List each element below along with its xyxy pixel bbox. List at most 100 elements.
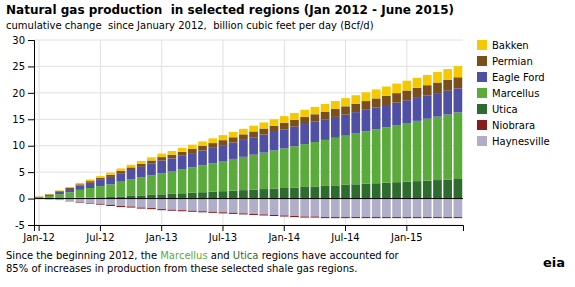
bar [362, 199, 371, 218]
annotation-part: Since the beginning 2012, the [6, 250, 160, 261]
y-tick-mark [28, 119, 34, 120]
bar [106, 175, 115, 177]
bar [65, 187, 74, 188]
annotation-logo: eia [543, 255, 565, 270]
legend-label: Eagle Ford [492, 72, 545, 83]
bar [96, 180, 105, 186]
y-tick: 0 [19, 193, 34, 204]
bar [311, 142, 320, 186]
bar [413, 181, 422, 198]
bar [280, 148, 289, 188]
grid-line-y [34, 40, 463, 41]
bar [249, 131, 258, 137]
legend-swatch [477, 72, 487, 82]
bar [413, 199, 422, 218]
bar [208, 143, 217, 148]
bar [331, 185, 340, 198]
bar [249, 199, 258, 214]
bar [259, 122, 268, 128]
grid [34, 40, 463, 225]
bar [76, 202, 85, 204]
bar [362, 92, 371, 101]
x-tick-mark [100, 225, 101, 231]
bar [249, 190, 258, 199]
bar [178, 156, 187, 170]
legend-label: Bakken [492, 40, 529, 51]
bar [311, 114, 320, 121]
bar [96, 178, 105, 180]
bar [290, 199, 299, 216]
y-tick: 20 [12, 88, 34, 99]
bar [157, 209, 166, 210]
bar [402, 199, 411, 218]
bar [290, 113, 299, 120]
bar [106, 205, 115, 206]
x-tick: Jan-15 [390, 225, 423, 243]
bar [219, 161, 228, 191]
bar [311, 199, 320, 217]
y-tick-label: 5 [19, 167, 25, 178]
x-tick: Jul-14 [330, 225, 359, 243]
x-tick-mark [161, 225, 162, 231]
bar [157, 157, 166, 160]
bar [454, 112, 463, 179]
y-tick-label: -5 [15, 220, 25, 231]
y-tick-label: 0 [19, 193, 25, 204]
x-tick-label: Jul-14 [330, 232, 359, 243]
bar [219, 140, 228, 145]
bar [454, 66, 463, 77]
bar [96, 199, 105, 204]
x-tick: Jul-13 [208, 225, 237, 243]
bar [331, 199, 340, 218]
bar [137, 177, 146, 195]
bar [300, 110, 309, 117]
bar [382, 87, 391, 96]
y-tick-mark [28, 146, 34, 147]
bar [168, 172, 177, 194]
y-tick-mark [28, 172, 34, 173]
bar [362, 101, 371, 110]
bar [45, 193, 54, 195]
bar [321, 199, 330, 218]
x-axis-line [35, 226, 464, 232]
y-tick: 5 [19, 167, 34, 178]
bar-series [35, 77, 462, 197]
bar [168, 155, 177, 159]
bar [127, 167, 136, 170]
x-tick-mark [39, 225, 40, 231]
bar-series [35, 88, 462, 197]
bar [168, 158, 177, 171]
bar [116, 206, 125, 207]
bar [392, 125, 401, 182]
bar [65, 188, 74, 189]
bar [219, 135, 228, 140]
bar [290, 187, 299, 198]
bar [157, 154, 166, 157]
bar [249, 214, 258, 215]
legend-swatch [477, 104, 487, 114]
bar [321, 119, 330, 140]
zero-line [34, 198, 463, 199]
x-tick-label: Jan-12 [22, 232, 55, 243]
bar [239, 199, 248, 214]
bar [443, 217, 452, 218]
bar [270, 150, 279, 188]
bar [157, 161, 166, 174]
legend-item: Utica [477, 104, 518, 115]
bar [433, 180, 442, 199]
bar [341, 185, 350, 199]
bar [423, 75, 432, 85]
bar [259, 189, 268, 199]
bar [229, 132, 238, 137]
x-tick: Jan-12 [22, 225, 55, 243]
x-tick-mark [284, 225, 285, 231]
bar [351, 199, 360, 218]
bar [270, 119, 279, 125]
bar [239, 129, 248, 135]
bar [127, 199, 136, 207]
bar [443, 80, 452, 91]
y-tick-mark [28, 66, 34, 67]
bar [280, 123, 289, 130]
bar [137, 208, 146, 209]
bar [392, 93, 401, 103]
